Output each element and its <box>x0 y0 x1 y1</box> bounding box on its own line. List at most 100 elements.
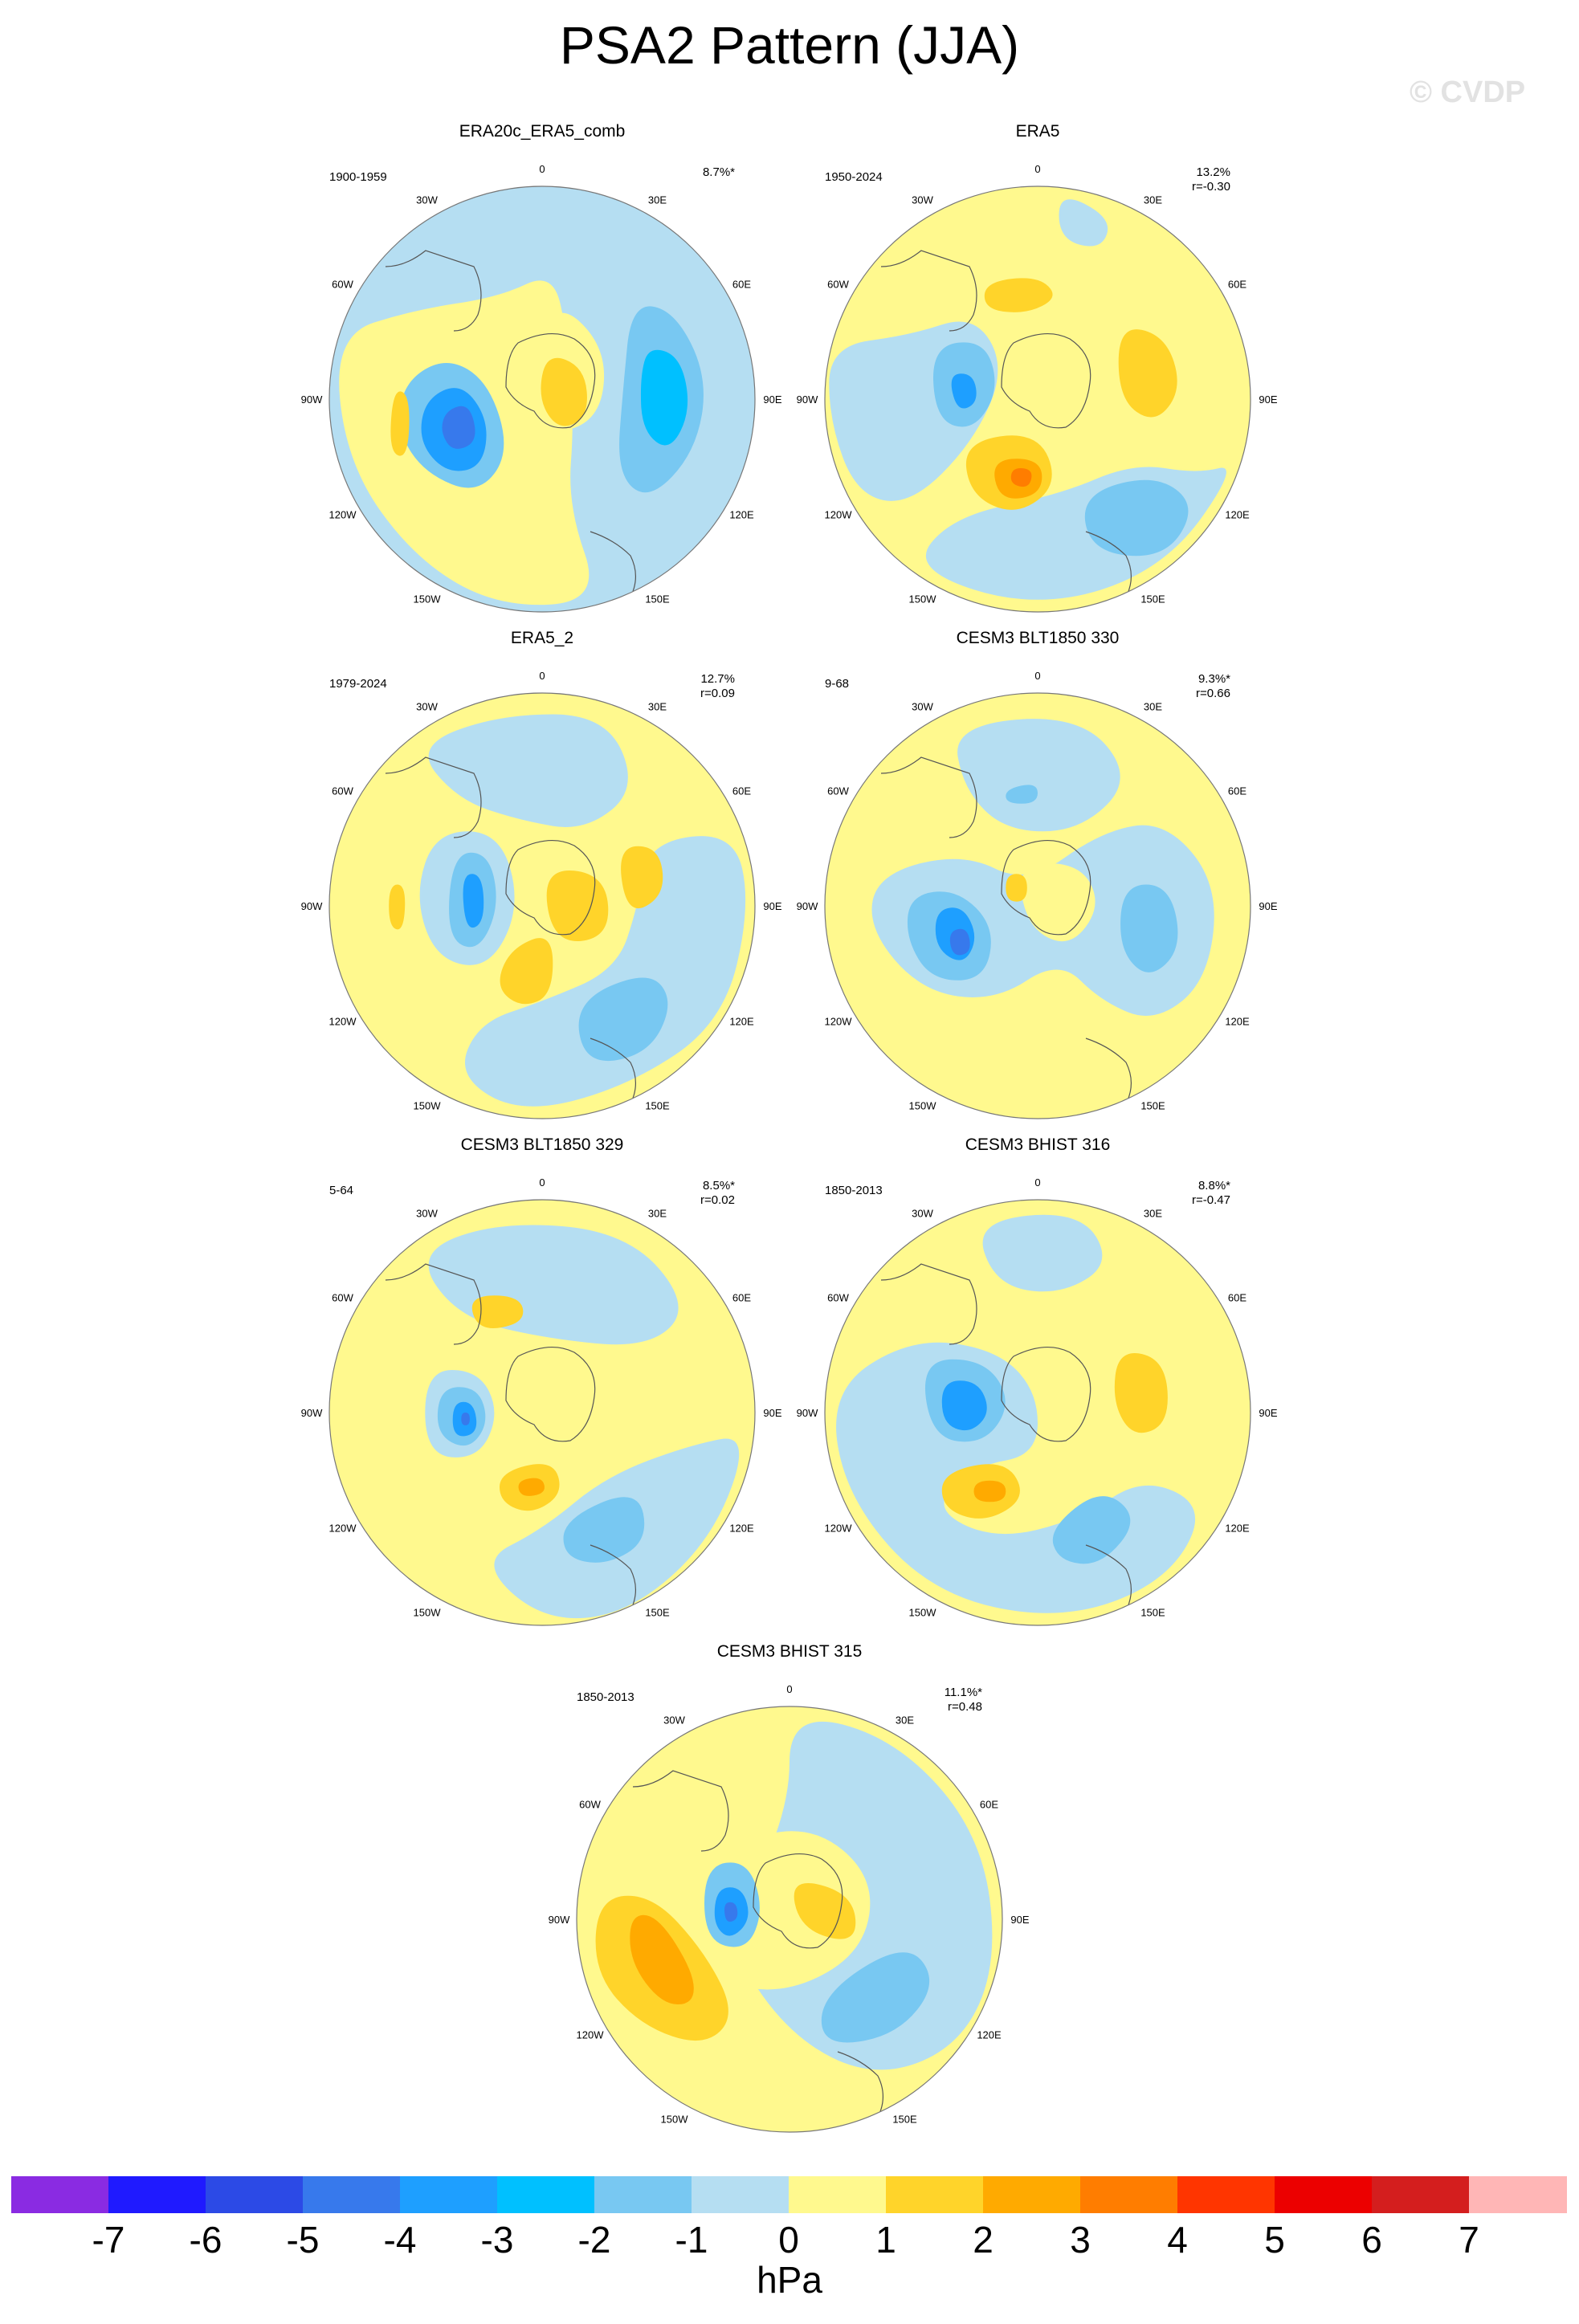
anomaly-contour <box>794 1883 856 1939</box>
pct-variance: 8.5%* <box>702 1179 735 1193</box>
longitude-label: 120E <box>729 509 754 521</box>
pattern-correlation: r=0.48 <box>948 1700 982 1714</box>
longitude-label: 60E <box>1228 785 1246 797</box>
panel-period: 1950-2024 <box>825 170 883 184</box>
colorbar-bin <box>789 2176 887 2213</box>
longitude-label: 0 <box>539 1176 545 1189</box>
coastline <box>590 1544 637 1618</box>
anomaly-contour <box>463 874 484 928</box>
polar-map: 030E60E90E120E150E180150W120W90W60W30W <box>797 670 1278 1119</box>
longitude-label: 150W <box>661 2114 689 2126</box>
colorbar-bin <box>1275 2176 1373 2213</box>
coastline <box>1085 531 1132 605</box>
colorbar-bin <box>206 2176 304 2213</box>
colorbar-bin <box>1469 2176 1567 2213</box>
panel-stats: 8.7%* <box>663 165 735 180</box>
longitude-label: 30E <box>648 701 667 713</box>
map-boundary <box>328 186 756 613</box>
anomaly-contour <box>630 1914 694 2004</box>
map-boundary <box>328 692 756 1119</box>
panel-period: 1979-2024 <box>329 677 387 691</box>
panel-stats: 11.1%* r=0.48 <box>910 1686 982 1714</box>
anomaly-contour <box>471 1295 524 1329</box>
longitude-label: 60W <box>579 1799 601 1811</box>
longitude-label: 0 <box>1034 670 1040 682</box>
pct-variance: 8.8%* <box>1198 1179 1230 1193</box>
anomaly-contour <box>518 1478 545 1496</box>
pct-variance: 11.1%* <box>944 1686 982 1699</box>
anomaly-contour <box>389 884 406 930</box>
longitude-label: 150W <box>909 1607 937 1619</box>
longitude-label: 0 <box>539 670 545 682</box>
coastline <box>1001 1346 1091 1442</box>
longitude-label: 90W <box>301 900 323 912</box>
anomaly-contour <box>1021 863 1096 942</box>
anomaly-contour <box>982 1214 1103 1292</box>
longitude-label: 60W <box>827 279 849 291</box>
coastline <box>880 1263 977 1345</box>
colorbar-bin <box>303 2176 401 2213</box>
polar-map: 030E60E90E120E150E180150W120W90W60W30W <box>301 670 782 1119</box>
panel-period: 9-68 <box>825 677 850 691</box>
colorbar-tick-label: 5 <box>1264 2219 1285 2261</box>
map-panel: ERA5 1950-2024 13.2% r=-0.30 0 30E 60E 90E 120E 1… <box>781 122 1295 620</box>
anomaly-contour <box>390 391 410 456</box>
longitude-label: 90W <box>797 393 818 406</box>
anomaly-contour <box>821 1952 930 2043</box>
panel-title: ERA5_2 <box>510 629 574 647</box>
longitude-label: 120E <box>1225 509 1250 521</box>
panel-title: ERA20c_ERA5_comb <box>459 122 626 141</box>
pct-variance: 12.7% <box>700 672 735 686</box>
pct-variance: 9.3%* <box>1198 672 1230 686</box>
longitude-label: 120E <box>977 2029 1002 2041</box>
map-panel: CESM3 BHIST 316 1850-2013 8.8%* r=-0.47 0 30E… <box>781 1135 1295 1633</box>
longitude-label: 30W <box>416 701 438 713</box>
panel-stats: 8.5%* r=0.02 <box>663 1179 735 1208</box>
anomaly-contour <box>1120 884 1178 972</box>
colorbar-tick-label: -4 <box>383 2219 417 2261</box>
coastline <box>753 1853 843 1949</box>
colorbar-bin <box>594 2176 692 2213</box>
panel-stats: 13.2% r=-0.30 <box>1158 165 1230 194</box>
colorbar-tick-label: -7 <box>92 2219 125 2261</box>
map-panel: CESM3 BLT1850 330 9-68 9.3%* r=0.66 0 30E 60E 9… <box>781 629 1295 1127</box>
longitude-label: 90E <box>1259 393 1277 406</box>
polar-map: 030E60E90E120E150E180150W120W90W60W30W <box>301 1176 782 1626</box>
colorbar-bin <box>1372 2176 1470 2213</box>
coastline <box>505 839 596 936</box>
anomaly-contour <box>951 373 977 409</box>
anomaly-contour <box>541 357 587 426</box>
anomaly-contour <box>546 870 609 942</box>
longitude-label: 60W <box>332 279 353 291</box>
longitude-label: 90E <box>1010 1914 1029 1926</box>
colorbar-bin <box>886 2176 984 2213</box>
colorbar-bin <box>108 2176 206 2213</box>
longitude-label: 90E <box>1259 1407 1277 1419</box>
coastline <box>880 756 977 838</box>
longitude-label: 150E <box>1140 1607 1165 1619</box>
colorbar-tick-label: -2 <box>577 2219 611 2261</box>
colorbar-tick-label: -3 <box>480 2219 514 2261</box>
anomaly-contour <box>941 1380 987 1431</box>
longitude-label: 90E <box>763 900 781 912</box>
panel-period: 5-64 <box>329 1184 354 1197</box>
anomaly-contour <box>464 836 746 1107</box>
longitude-label: 120W <box>825 1523 853 1535</box>
anomaly-contour <box>578 977 668 1062</box>
longitude-label: 30W <box>416 194 438 206</box>
pct-variance: 13.2% <box>1196 165 1230 179</box>
longitude-label: 120E <box>729 1016 754 1028</box>
anomaly-contour <box>500 938 553 1005</box>
map-panel: CESM3 BHIST 315 1850-2013 11.1%* r=0.48 0 30E… <box>532 1642 1047 2140</box>
figure-title: PSA2 Pattern (JJA) <box>559 15 1020 75</box>
longitude-label: 150E <box>645 1607 670 1619</box>
coastline <box>505 1346 596 1442</box>
map-panel: ERA20c_ERA5_comb 1900-1959 8.7%* 0 30E 60E 90E… <box>285 122 799 620</box>
colorbar-bin <box>400 2176 498 2213</box>
longitude-label: 30W <box>416 1208 438 1220</box>
longitude-label: 150W <box>909 593 937 605</box>
longitude-label: 120W <box>577 2029 605 2041</box>
longitude-label: 120W <box>329 509 357 521</box>
longitude-label: 30W <box>912 1208 933 1220</box>
longitude-label: 30W <box>912 194 933 206</box>
